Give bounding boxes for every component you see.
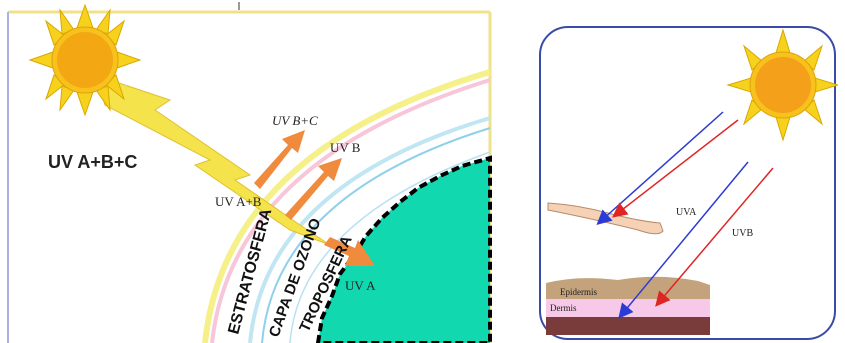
ozone-inner-arc — [261, 127, 491, 343]
uvb-ray-arm — [612, 119, 739, 218]
uvb-ray-skin — [655, 167, 774, 307]
incoming-uv-label: UV A+B+C — [48, 152, 137, 172]
uv-arrows — [254, 130, 375, 266]
atmosphere-diagram: UV A+B+C UV B+C UV B UV A+B UV A ESTRATO… — [7, 2, 492, 343]
arrow-uvbc — [254, 130, 305, 189]
uvb-label: UVB — [732, 228, 753, 239]
uva-label: UVA — [676, 207, 697, 218]
uva-ray-arm — [596, 111, 724, 225]
uvab-label: UV A+B — [215, 194, 262, 209]
hypodermis-layer — [546, 317, 710, 335]
troposphere-arc — [289, 151, 491, 343]
sun-icon — [726, 28, 838, 142]
outer-atmosphere-arc — [202, 69, 491, 343]
uvb-label: UV B — [330, 140, 361, 155]
arrow-uva — [324, 237, 375, 266]
pink-arc — [210, 78, 491, 343]
dermis-label: Dermis — [550, 303, 577, 313]
uvbc-label: UV B+C — [272, 113, 318, 128]
earth-surface — [315, 155, 492, 343]
ozone-outer-arc — [248, 116, 491, 343]
sun-icon — [28, 3, 142, 117]
skin-uv-diagram: UVA UVB Epidermis Dermis — [539, 26, 838, 340]
epidermis-label: Epidermis — [560, 287, 597, 297]
arrow-uvb — [285, 158, 342, 220]
uva-ray-skin — [618, 161, 749, 319]
uva-label: UV A — [345, 278, 376, 293]
uv-lightning-bolt — [94, 74, 331, 246]
